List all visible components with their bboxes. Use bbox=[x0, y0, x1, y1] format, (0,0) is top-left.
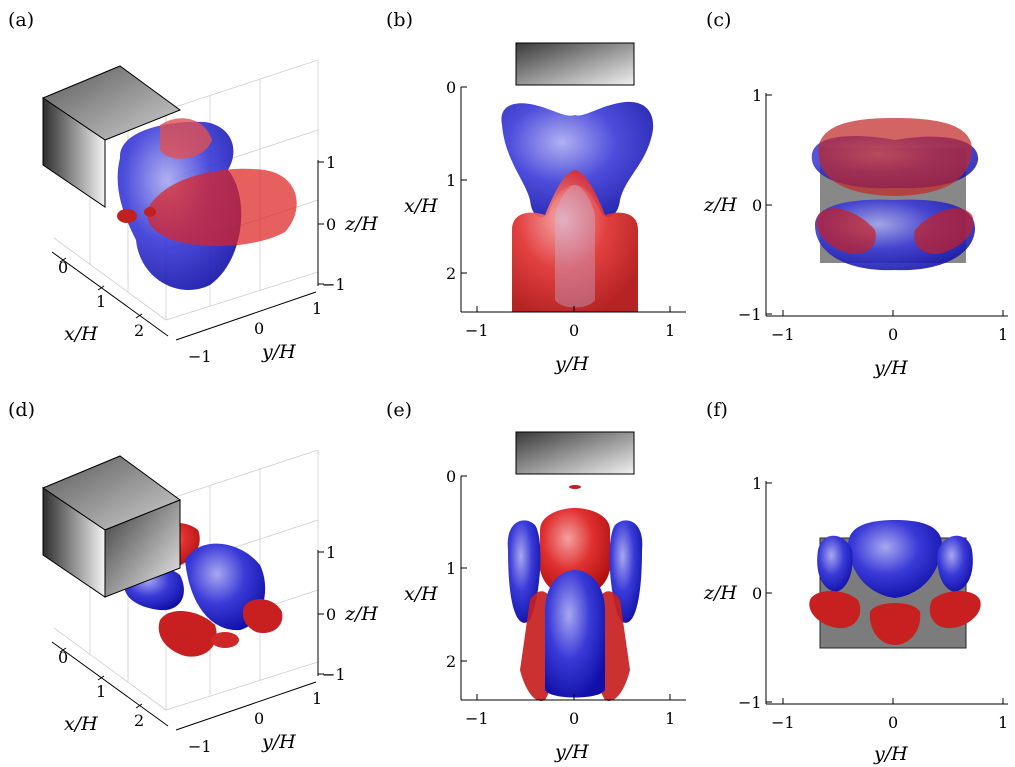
panel-label-b: (b) bbox=[386, 9, 413, 31]
panel-d: (d) 0 bbox=[8, 399, 378, 756]
vortex-core-b bbox=[555, 185, 595, 308]
axis-label-z-d: z/H bbox=[344, 603, 378, 625]
panel-label-a: (a) bbox=[8, 9, 34, 31]
vortex-blue-b bbox=[501, 101, 654, 218]
cube-body-e bbox=[515, 431, 635, 475]
tick-y-0-f: 0 bbox=[888, 713, 898, 732]
axis-label-y-d: y/H bbox=[261, 731, 296, 753]
vortex-red-d2 bbox=[158, 610, 217, 657]
vortex-red-f-left bbox=[809, 591, 861, 629]
vortex-red-a4 bbox=[144, 207, 156, 217]
vortex-red-a3 bbox=[117, 209, 137, 223]
vortex-blue-e-center bbox=[545, 570, 605, 698]
tick-z-m1-a: −1 bbox=[322, 275, 346, 294]
cube-body-a bbox=[41, 65, 182, 208]
panel-b: (b) 0 1 2 x/H −1 0 1 y/H bbox=[386, 9, 686, 375]
vortex-red-f-center bbox=[869, 603, 921, 645]
tick-z-1-d: 1 bbox=[326, 543, 336, 562]
vortex-red-a2 bbox=[160, 118, 212, 159]
tick-x-2-a: 2 bbox=[134, 321, 144, 340]
tick-xH-1-e: 1 bbox=[446, 559, 456, 578]
axis-label-x-f: y/H bbox=[873, 743, 908, 765]
axis-label-x-c: y/H bbox=[873, 357, 908, 379]
tick-y-m1-c: −1 bbox=[771, 325, 795, 344]
axis-label-x-b: y/H bbox=[554, 353, 589, 375]
tick-z-0-d: 0 bbox=[326, 605, 336, 624]
tick-yH-m1-e: −1 bbox=[465, 709, 489, 728]
tick-y-1-c: 1 bbox=[998, 325, 1008, 344]
tick-xH-0-e: 0 bbox=[446, 467, 456, 486]
vortex-blue-f-right bbox=[937, 535, 973, 592]
vortex-red-f-right bbox=[929, 591, 981, 629]
axis-label-x-e: y/H bbox=[554, 741, 589, 763]
axis-label-z-a: z/H bbox=[344, 213, 378, 235]
panel-f: (f) 1 0 −1 z/H −1 0 1 y/H bbox=[703, 399, 1008, 765]
tick-y-m1-a: −1 bbox=[188, 347, 212, 366]
panel-e: (e) 0 1 2 x/H −1 0 1 y/H bbox=[386, 399, 686, 763]
tick-z-m1-c: −1 bbox=[738, 305, 762, 324]
tick-x-1-a: 1 bbox=[96, 292, 106, 311]
cube-body-b bbox=[515, 42, 635, 86]
vortex-red-c bbox=[818, 118, 972, 196]
vortex-red-c2 bbox=[816, 208, 876, 254]
tick-yH-1-b: 1 bbox=[665, 321, 675, 340]
axis-label-x-a: x/H bbox=[64, 323, 98, 345]
panel-label-c: (c) bbox=[706, 9, 731, 31]
tick-yH-0-b: 0 bbox=[569, 321, 579, 340]
plot-area-b bbox=[501, 101, 654, 312]
tick-xH-0-b: 0 bbox=[446, 78, 456, 97]
tick-y-1-f: 1 bbox=[998, 713, 1008, 732]
tick-y-1-a: 1 bbox=[312, 299, 322, 318]
vortex-red-c3 bbox=[914, 208, 974, 254]
tick-z-m1-d: −1 bbox=[322, 665, 346, 684]
tick-y-m1-d: −1 bbox=[188, 737, 212, 756]
cube-body-d bbox=[41, 455, 182, 598]
tick-x-2-d: 2 bbox=[134, 711, 144, 730]
tick-z-0-c: 0 bbox=[752, 196, 762, 215]
panel-label-e: (e) bbox=[386, 399, 412, 421]
vortex-red-d4 bbox=[211, 632, 239, 648]
tick-y-m1-f: −1 bbox=[771, 713, 795, 732]
tick-yH-1-e: 1 bbox=[665, 709, 675, 728]
axis-label-y-c: z/H bbox=[703, 194, 737, 216]
axis-label-y-f: z/H bbox=[703, 582, 737, 604]
vortex-blue-f-center bbox=[848, 520, 942, 598]
tick-yH-0-e: 0 bbox=[569, 709, 579, 728]
panel-label-f: (f) bbox=[706, 399, 728, 421]
panel-a: (a) bbox=[8, 9, 378, 366]
tick-y-0-c: 0 bbox=[888, 325, 898, 344]
vortex-red-b bbox=[512, 170, 638, 312]
tick-x-0-d: 0 bbox=[58, 648, 68, 667]
axis-label-x-d: x/H bbox=[64, 713, 98, 735]
tick-y-0-a: 0 bbox=[254, 319, 264, 338]
tick-xH-2-e: 2 bbox=[446, 652, 456, 671]
axis-label-y-b: x/H bbox=[404, 195, 438, 217]
vortex-red-a bbox=[147, 168, 297, 247]
vortex-red-e bbox=[540, 508, 610, 596]
axis-label-y-e: x/H bbox=[404, 583, 438, 605]
vortex-blue-f-left bbox=[817, 535, 853, 592]
tick-y-0-d: 0 bbox=[254, 709, 264, 728]
tick-z-m1-f: −1 bbox=[738, 693, 762, 712]
tick-z-1-f: 1 bbox=[752, 474, 762, 493]
tick-xH-1-b: 1 bbox=[446, 171, 456, 190]
axis-label-y-a: y/H bbox=[261, 341, 296, 363]
tick-y-1-d: 1 bbox=[312, 689, 322, 708]
tick-z-1-c: 1 bbox=[752, 86, 762, 105]
vortex-red-d3 bbox=[242, 599, 283, 634]
tick-z-1-a: 1 bbox=[326, 153, 336, 172]
tick-xH-2-b: 2 bbox=[446, 264, 456, 283]
tick-z-0-a: 0 bbox=[326, 215, 336, 234]
panel-c: (c) 1 0 −1 z/H −1 0 1 y/H bbox=[703, 9, 1008, 379]
tick-x-0-a: 0 bbox=[58, 258, 68, 277]
panel-label-d: (d) bbox=[8, 399, 35, 421]
tick-x-1-d: 1 bbox=[96, 682, 106, 701]
tick-z-0-f: 0 bbox=[752, 584, 762, 603]
tick-yH-m1-b: −1 bbox=[465, 321, 489, 340]
vortex-red-e0 bbox=[569, 485, 581, 489]
